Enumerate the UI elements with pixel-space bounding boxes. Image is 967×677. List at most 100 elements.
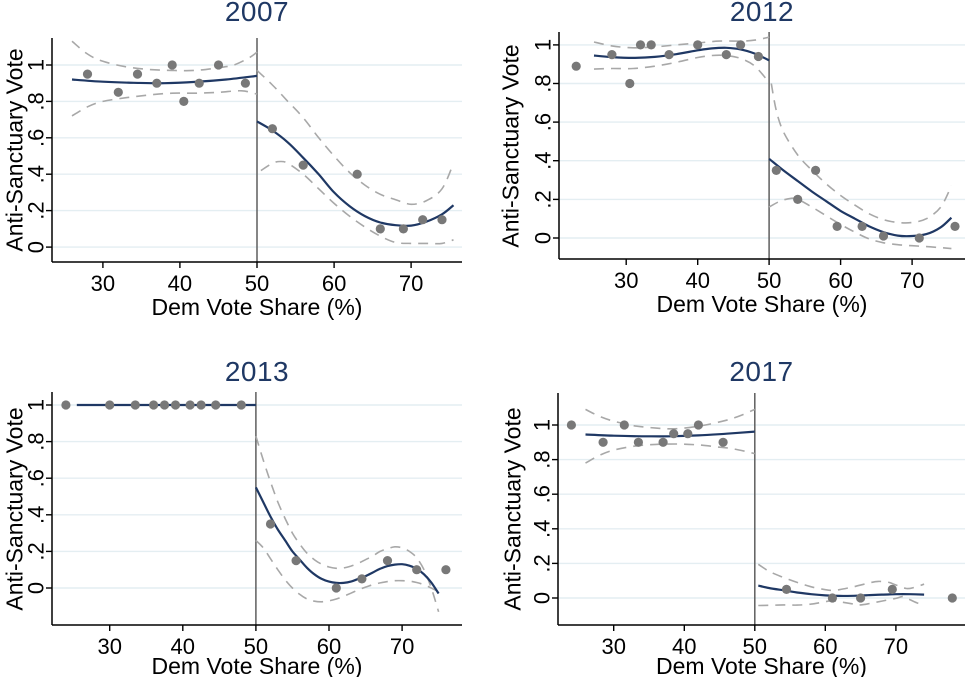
scatter-point (185, 400, 195, 410)
scatter-point (827, 593, 837, 603)
scatter-point (441, 565, 451, 575)
scatter-point (149, 400, 159, 410)
y-tick-label: .6 (530, 485, 555, 503)
scatter-point (61, 400, 71, 410)
chart-title-2017: 2017 (729, 356, 794, 387)
scatter-point (357, 574, 367, 584)
scatter-point (213, 60, 224, 70)
scatter-point (291, 556, 301, 566)
x-tick-label: 40 (171, 634, 195, 659)
x-tick-label: 30 (614, 268, 638, 293)
confidence-band (593, 54, 770, 84)
scatter-point (152, 78, 162, 88)
scatter-point (159, 400, 170, 410)
plot-area-2007: 30 40 50 60 70 0 .2 .4 .6 .8 1 (24, 38, 462, 296)
scatter-point (236, 400, 246, 410)
fit-line (71, 74, 258, 85)
scatter-point (170, 400, 181, 410)
scatter-point (298, 160, 308, 170)
y-tick-label: 1 (530, 419, 555, 431)
y-axis-label: Anti-Sanctuary Vote (497, 44, 524, 248)
scatter-point (130, 400, 140, 410)
scatter-point (718, 437, 728, 447)
scatter-point (646, 40, 656, 50)
x-tick-label: 70 (884, 634, 908, 659)
scatter-point (633, 437, 643, 447)
scatter-point (331, 583, 341, 593)
chart-panel-2013: 30 40 50 60 70 0 .2 .4 .6 .8 1 2013 Anti-Sanctuary… (0, 339, 483, 677)
scatter-point (635, 40, 646, 50)
confidence-band (71, 89, 258, 117)
fit-line (254, 486, 440, 595)
scatter-point (418, 215, 428, 225)
confidence-band (255, 539, 439, 603)
scatter-point (240, 78, 250, 88)
x-tick-label: 60 (317, 634, 341, 659)
scatter-point (113, 87, 123, 97)
y-tick-label: 0 (531, 232, 556, 244)
y-tick-label: .2 (530, 554, 555, 572)
confidence-band (757, 563, 925, 592)
x-tick-label: 50 (757, 268, 781, 293)
scatter-point (625, 78, 635, 89)
scatter-point (771, 165, 781, 175)
x-tick-label: 30 (97, 634, 121, 659)
x-tick-label: 40 (685, 268, 709, 293)
y-tick-label: 0 (24, 582, 49, 594)
scatter-point (856, 593, 866, 603)
x-tick-label: 70 (390, 634, 414, 659)
scatter-point (664, 50, 674, 60)
x-tick-label: 60 (813, 634, 837, 659)
y-tick-label: .4 (24, 165, 49, 183)
confidence-band (585, 408, 756, 430)
scatter-point (753, 51, 763, 62)
x-axis-label: Dem Vote Share (%) (656, 291, 868, 317)
chart-panel-2012: 30 40 50 60 70 0 .2 .4 .6 .8 1 2012 Anti-Sanctuary… (484, 0, 967, 338)
confidence-band (585, 443, 755, 464)
scatter-point (352, 169, 362, 179)
confidence-band (758, 595, 925, 607)
x-axis-label: Dem Vote Share (%) (151, 294, 363, 320)
scatter-point (607, 50, 617, 60)
fit-line (593, 46, 770, 62)
scatter-point (566, 420, 576, 430)
y-tick-label: 1 (24, 399, 49, 411)
x-tick-label: 40 (672, 634, 696, 659)
y-tick-label: .2 (24, 201, 49, 219)
y-tick-label: .6 (24, 469, 49, 487)
scatter-point (398, 224, 408, 234)
scatter-point (412, 565, 422, 575)
confidence-band (768, 197, 952, 250)
scatter-point (105, 400, 115, 410)
scatter-point (721, 50, 731, 60)
confidence-band (255, 435, 440, 613)
scatter-point (658, 437, 668, 447)
scatter-point (375, 224, 385, 234)
y-axis-label: Anti-Sanctuary Vote (1, 48, 28, 252)
scatter-point (683, 429, 693, 439)
x-tick-label: 70 (399, 271, 423, 296)
scatter-point (832, 221, 842, 231)
scatter-point (619, 420, 629, 430)
y-tick-label: .8 (24, 92, 49, 110)
confidence-band (260, 160, 454, 245)
y-tick-label: .6 (24, 129, 49, 147)
confidence-band (256, 69, 455, 206)
scatter-point (857, 221, 867, 231)
scatter-point (669, 429, 679, 439)
scatter-point (382, 556, 393, 566)
scatter-point (811, 165, 821, 175)
scatter-point (132, 69, 143, 79)
scatter-point (950, 221, 960, 231)
confidence-band (71, 40, 258, 72)
chart-title-2012: 2012 (729, 0, 795, 27)
x-axis-label: Dem Vote Share (%) (656, 653, 867, 677)
y-tick-label: .8 (530, 450, 555, 468)
scatter-point (793, 194, 803, 204)
scatter-point (571, 61, 581, 71)
scatter-point (947, 593, 957, 603)
x-tick-label: 60 (322, 271, 346, 296)
scatter-point (693, 40, 703, 50)
x-tick-label: 30 (601, 634, 625, 659)
plot-area-2017: 30 40 50 60 70 0 .2 .4 .6 .8 1 (530, 393, 965, 659)
